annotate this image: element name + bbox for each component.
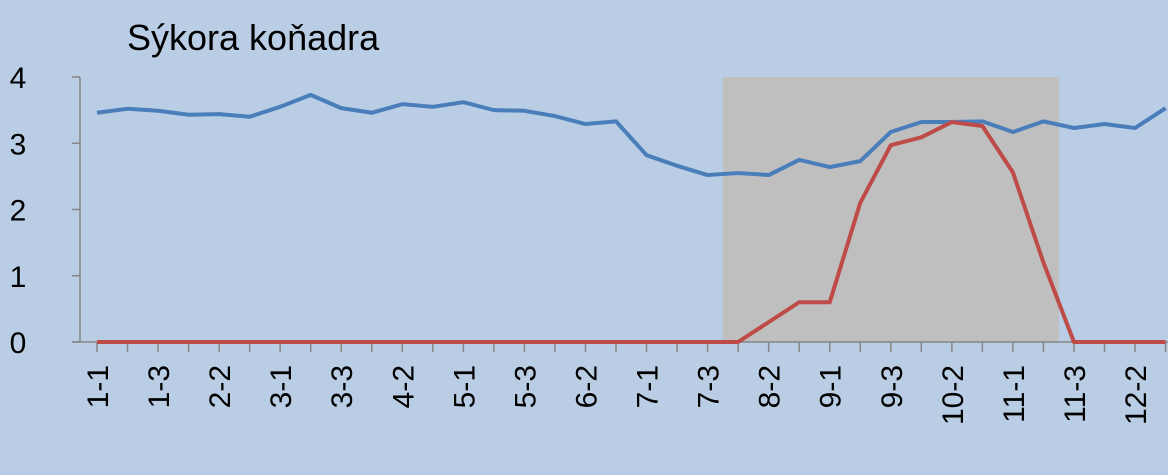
y-tick-label: 4 xyxy=(10,62,27,95)
x-tick-label: 9-3 xyxy=(876,365,909,408)
y-tick-label: 0 xyxy=(10,327,27,360)
x-tick-label: 1-1 xyxy=(82,365,115,408)
x-tick-label: 11-1 xyxy=(998,365,1031,423)
x-tick-label: 7-3 xyxy=(693,365,726,408)
y-tick-label: 1 xyxy=(10,261,27,294)
x-tick-label: 12-2 xyxy=(1120,365,1153,425)
bar xyxy=(997,77,1029,342)
bar xyxy=(906,77,937,342)
x-tick-label: 3-3 xyxy=(326,365,359,408)
x-tick-label: 3-1 xyxy=(265,365,298,408)
x-tick-label: 2-2 xyxy=(204,365,237,408)
bar xyxy=(722,77,754,342)
x-tick-label: 7-1 xyxy=(632,365,665,408)
bar xyxy=(936,77,968,342)
x-tick-label: 8-2 xyxy=(754,365,787,408)
y-tick-label: 2 xyxy=(10,195,27,228)
bar xyxy=(753,77,785,342)
bar xyxy=(1028,77,1059,342)
x-tick-label: 1-3 xyxy=(143,365,176,408)
bar xyxy=(783,77,815,342)
bar xyxy=(844,77,876,342)
line-series xyxy=(97,120,1166,344)
x-tick-label: 11-3 xyxy=(1059,365,1092,423)
bar xyxy=(967,77,998,342)
bar xyxy=(875,77,907,342)
x-tick-label: 5-3 xyxy=(509,365,542,408)
x-tick-label: 6-2 xyxy=(570,365,603,408)
line-series xyxy=(96,92,1167,178)
chart-title: Sýkora koňadra xyxy=(127,17,380,58)
y-tick-label: 3 xyxy=(10,128,27,161)
x-tick-label: 5-1 xyxy=(448,365,481,408)
x-tick-label: 10-2 xyxy=(937,365,970,425)
x-tick-label: 9-1 xyxy=(815,365,848,408)
x-tick-label: 4-2 xyxy=(387,365,420,408)
